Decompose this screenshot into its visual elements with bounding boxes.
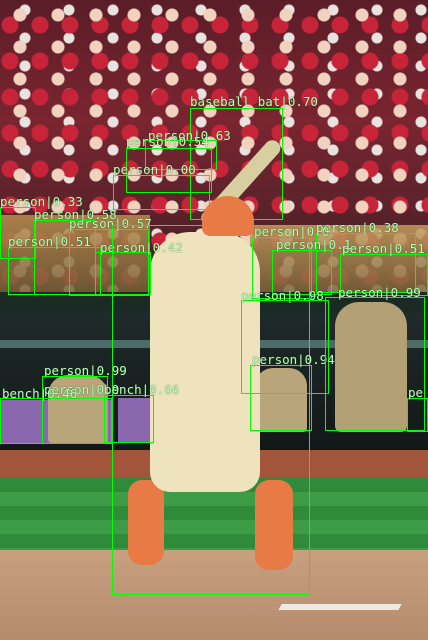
detection-label: person|0.99 bbox=[44, 363, 127, 378]
detection-box bbox=[325, 297, 425, 431]
detection-box bbox=[272, 250, 332, 295]
detection-box bbox=[145, 140, 217, 170]
detection-label: person|0.51 bbox=[8, 234, 91, 249]
detection-box bbox=[95, 252, 151, 295]
detection-box bbox=[316, 233, 416, 293]
dugout-player bbox=[255, 368, 307, 432]
detection-box bbox=[241, 300, 329, 394]
detection-label: person|0.58 bbox=[34, 207, 117, 222]
detection-label-baseball-bat: baseball_bat|0.70 bbox=[190, 94, 318, 109]
detection-label: bench|0.46 bbox=[2, 386, 78, 401]
detection-label: person|0.1 bbox=[276, 237, 352, 252]
batting-helmet bbox=[202, 196, 254, 236]
detection-box bbox=[69, 229, 149, 296]
dugout-player bbox=[48, 375, 108, 443]
detection-label: person|0.99 bbox=[338, 285, 421, 300]
detection-box-bench bbox=[0, 398, 112, 444]
detection-box-batter bbox=[112, 225, 310, 595]
background-players-right bbox=[250, 225, 428, 305]
detection-label: person|0.51 bbox=[342, 241, 425, 256]
batter-leg-right bbox=[255, 480, 293, 570]
detection-label: person|0.54 bbox=[126, 134, 209, 149]
detection-label: pe bbox=[408, 385, 424, 400]
detection-label: bench|0.66 bbox=[104, 382, 180, 397]
detection-label: person|0.42 bbox=[100, 240, 183, 255]
detection-label: person|0.38 bbox=[316, 220, 399, 235]
detection-box-bench bbox=[104, 395, 154, 443]
detection-box bbox=[252, 237, 312, 299]
detection-label: person|0.9 bbox=[44, 382, 120, 397]
dugout-coach bbox=[335, 302, 407, 432]
detection-box-baseball-bat bbox=[190, 108, 283, 220]
detection-label: person|0.57 bbox=[69, 216, 152, 231]
batters-box-dirt bbox=[0, 550, 428, 640]
detection-label: person|0.98 bbox=[241, 288, 324, 303]
detection-label: person|0.00 bbox=[113, 162, 196, 177]
detection-box bbox=[250, 365, 312, 431]
batter-leg-left bbox=[128, 480, 164, 565]
detection-label: person|0.33 bbox=[0, 194, 83, 209]
detection-label: person|0.63 bbox=[148, 128, 231, 143]
detection-label: person|0.0 bbox=[254, 224, 330, 239]
chalk-line bbox=[278, 604, 402, 610]
detection-box bbox=[113, 175, 210, 210]
detection-box bbox=[126, 148, 212, 193]
detection-label: person|0.94 bbox=[252, 352, 335, 367]
detection-box bbox=[0, 207, 36, 259]
detection-box bbox=[407, 398, 428, 432]
detection-box bbox=[8, 247, 101, 295]
